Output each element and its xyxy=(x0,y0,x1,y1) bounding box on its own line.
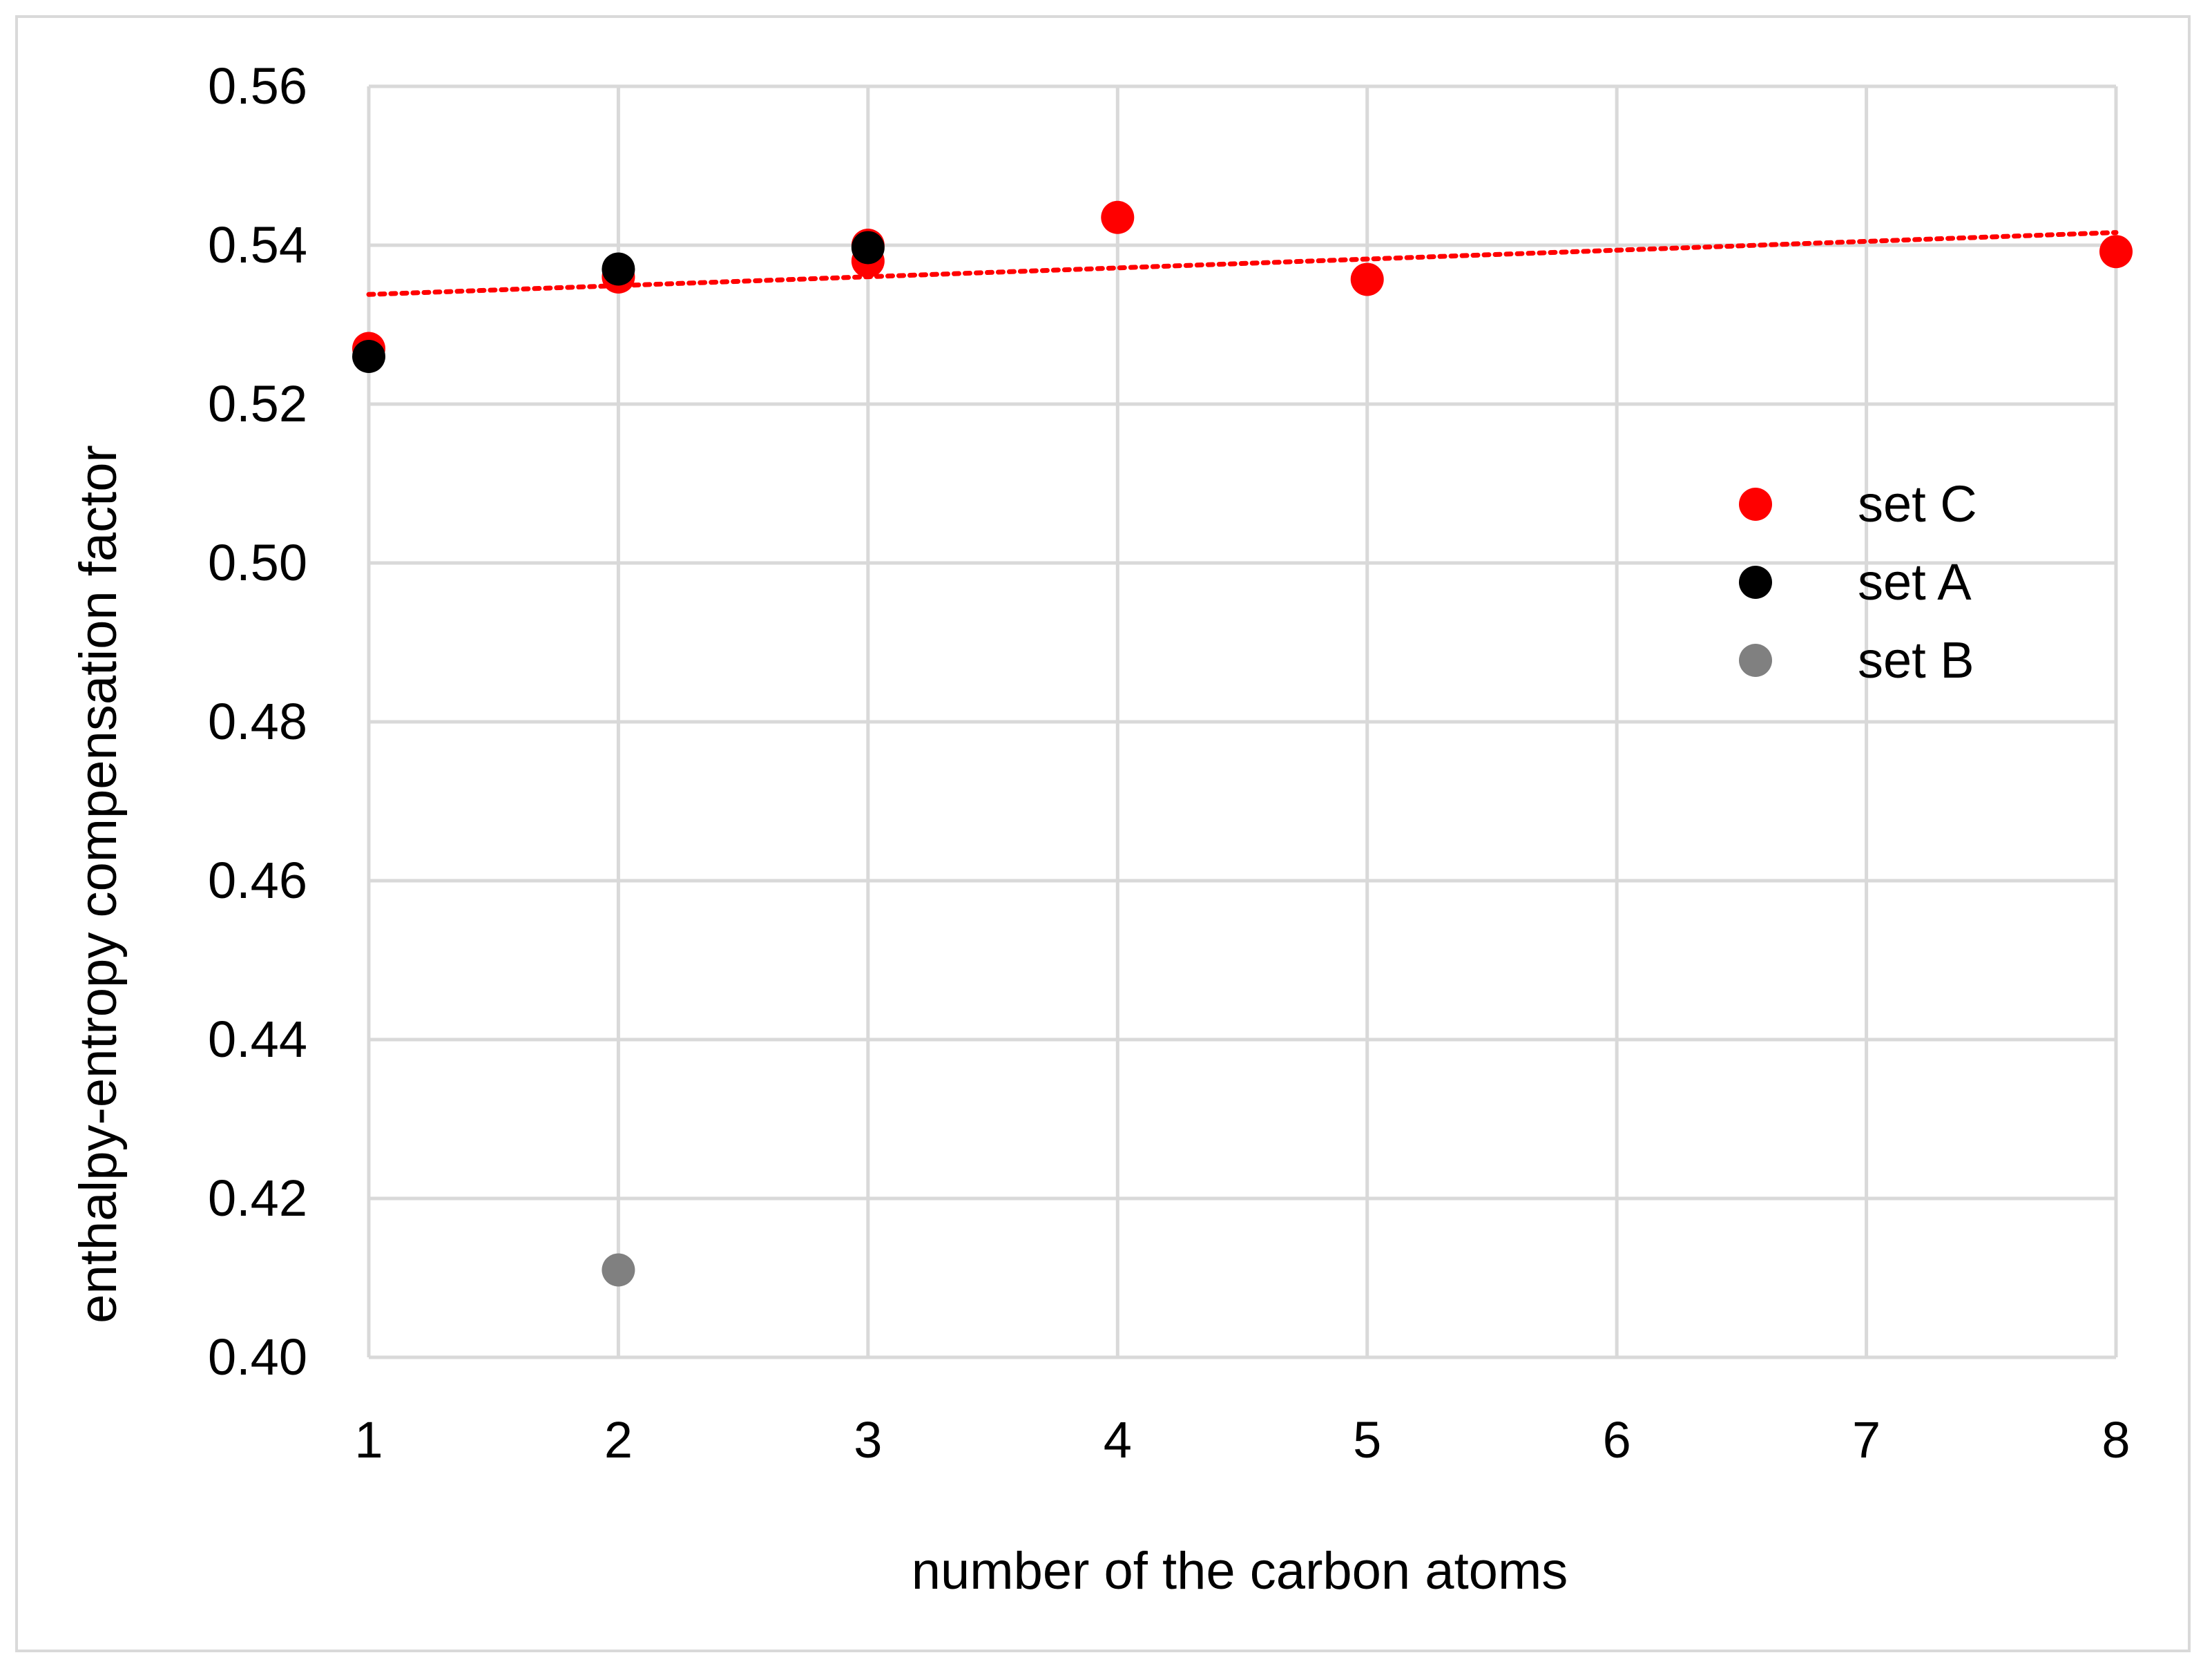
y-tick-label-0: 0.40 xyxy=(208,1328,307,1386)
legend-marker-2 xyxy=(1739,644,1772,677)
x-axis-title: number of the carbon atoms xyxy=(912,1542,1568,1600)
y-tick-label-7: 0.54 xyxy=(208,216,307,274)
data-points xyxy=(352,200,2133,1287)
y-tick-label-5: 0.50 xyxy=(208,534,307,591)
point-set-b-0 xyxy=(602,1253,635,1287)
trendline-group xyxy=(366,230,2119,297)
trendline-set-c xyxy=(366,230,2119,297)
legend: set C set A set B xyxy=(1739,475,1977,689)
x-tick-label-5: 6 xyxy=(1603,1411,1631,1469)
point-set-a-0 xyxy=(352,340,385,373)
legend-marker-1 xyxy=(1739,566,1772,599)
legend-label-2: set B xyxy=(1858,631,1974,689)
y-tick-label-6: 0.52 xyxy=(208,375,307,432)
grid xyxy=(367,84,2118,1359)
x-tick-label-3: 4 xyxy=(1104,1411,1132,1469)
x-tick-label-6: 7 xyxy=(1852,1411,1881,1469)
point-set-c-4 xyxy=(1101,200,1135,234)
point-set-c-5 xyxy=(1350,262,1384,296)
point-set-a-2 xyxy=(851,231,885,265)
y-tick-label-1: 0.42 xyxy=(208,1169,307,1227)
x-tick-label-7: 8 xyxy=(2102,1411,2130,1469)
x-tick-label-4: 5 xyxy=(1353,1411,1381,1469)
y-tick-label-2: 0.44 xyxy=(208,1011,307,1068)
y-tick-labels: 0.40 0.42 0.44 0.46 0.48 0.50 0.52 0.54 0.56 xyxy=(208,57,307,1386)
point-set-a-1 xyxy=(602,252,635,286)
y-tick-label-8: 0.56 xyxy=(208,57,307,115)
legend-label-1: set A xyxy=(1858,553,1972,611)
x-tick-labels: 1 2 3 4 5 6 7 8 xyxy=(354,1411,2130,1469)
x-tick-label-1: 2 xyxy=(604,1411,633,1469)
y-tick-label-4: 0.48 xyxy=(208,693,307,750)
y-tick-label-3: 0.46 xyxy=(208,852,307,909)
x-tick-label-0: 1 xyxy=(354,1411,383,1469)
point-set-c-6 xyxy=(2099,235,2133,269)
chart-frame xyxy=(15,15,2191,1652)
y-axis-title: enthalpy-entropy compensation factor xyxy=(69,445,128,1323)
legend-marker-0 xyxy=(1739,488,1772,521)
legend-label-0: set C xyxy=(1858,475,1977,533)
x-tick-label-2: 3 xyxy=(854,1411,882,1469)
